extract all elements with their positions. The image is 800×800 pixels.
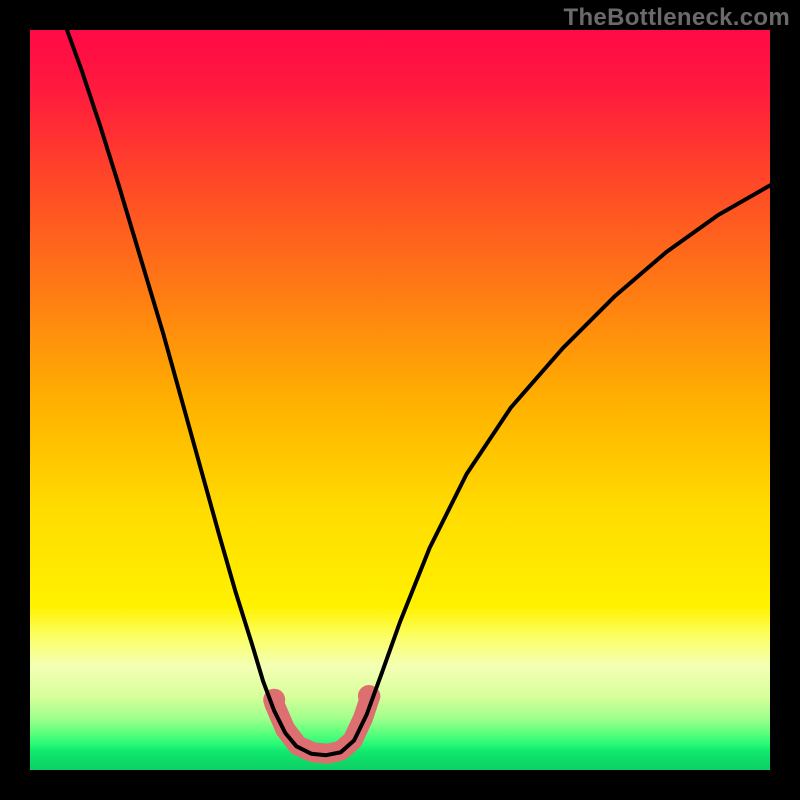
plot-background: [30, 30, 770, 770]
plot-svg: [30, 30, 770, 770]
plot-area: [30, 30, 770, 770]
chart-frame: TheBottleneck.com: [0, 0, 800, 800]
watermark-label: TheBottleneck.com: [564, 4, 790, 32]
